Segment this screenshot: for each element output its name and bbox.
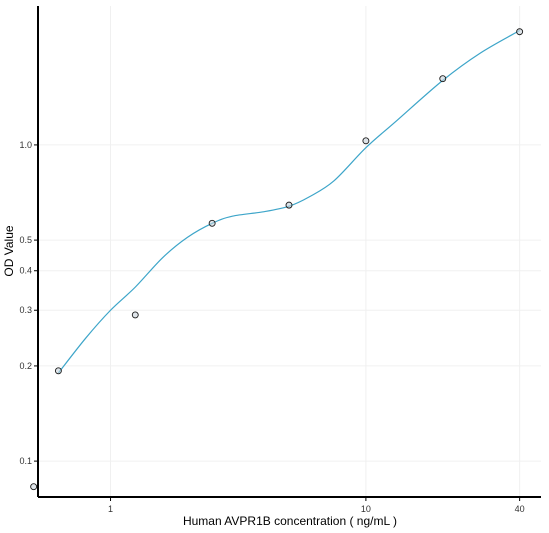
x-tick-label: 10 bbox=[361, 504, 371, 514]
x-axis-label: Human AVPR1B concentration ( ng/mL ) bbox=[183, 514, 397, 528]
data-point bbox=[516, 28, 524, 36]
data-point bbox=[439, 75, 447, 83]
fit-curve bbox=[57, 30, 520, 374]
x-tick-label: 40 bbox=[515, 504, 525, 514]
data-point bbox=[208, 219, 216, 227]
data-point bbox=[362, 137, 370, 145]
data-point bbox=[285, 201, 293, 209]
x-tick-label: 1 bbox=[108, 504, 113, 514]
y-tick-label: 0.2 bbox=[19, 361, 32, 371]
axis-ticks: 1 10 40 0.1 0.2 0.3 0.4 0.5 1.0 bbox=[19, 140, 524, 514]
y-tick-label: 0.3 bbox=[19, 305, 32, 315]
data-point bbox=[54, 367, 62, 375]
data-point bbox=[30, 483, 38, 491]
y-tick-label: 0.1 bbox=[19, 456, 32, 466]
grid-lines bbox=[38, 6, 541, 497]
data-point bbox=[131, 311, 139, 319]
y-tick-label: 0.4 bbox=[19, 266, 32, 276]
y-tick-label: 0.5 bbox=[19, 235, 32, 245]
axes bbox=[37, 6, 541, 498]
data-points bbox=[30, 28, 524, 491]
y-tick-label: 1.0 bbox=[19, 140, 32, 150]
y-axis-label: OD Value bbox=[2, 225, 16, 276]
